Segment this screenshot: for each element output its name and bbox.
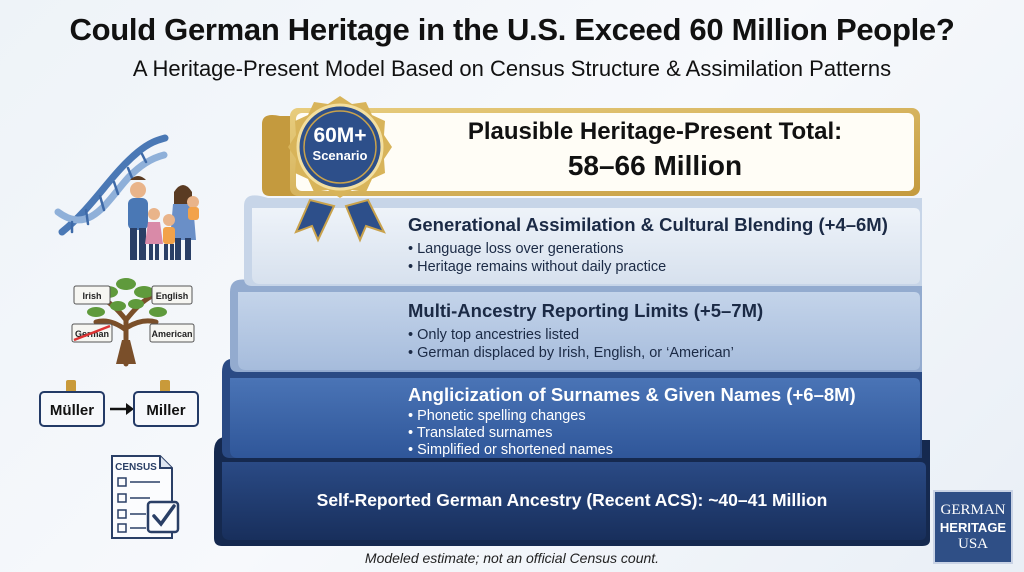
dna-helix-icon <box>54 134 169 236</box>
bullet: Phonetic spelling changes <box>408 408 856 425</box>
tier-self-reported-shape <box>214 436 930 546</box>
family-tree-icon: Irish English German American <box>71 278 195 367</box>
top-tier-text: Plausible Heritage-Present Total: 58–66 … <box>400 118 910 182</box>
logo-line3: USA <box>957 535 988 552</box>
tag-english: English <box>156 291 189 301</box>
tier-anglicization-title: Anglicization of Surnames & Given Names … <box>408 384 856 405</box>
tier-multi-ancestry-title: Multi-Ancestry Reporting Limits (+5–7M) <box>408 300 764 321</box>
page-title: Could German Heritage in the U.S. Exceed… <box>69 12 955 47</box>
badge-ribbon-icon <box>294 198 386 243</box>
strike-icon <box>73 324 111 342</box>
name-before: Müller <box>50 402 94 419</box>
page-subtitle: A Heritage-Present Model Based on Census… <box>132 56 892 81</box>
top-tier-label: Plausible Heritage-Present Total: <box>467 118 843 145</box>
tier-generational: Generational Assimilation & Cultural Ble… <box>408 214 888 276</box>
tier-top-shape <box>262 108 920 196</box>
tier-multi-ancestry-bullets: Only top ancestries listed German displa… <box>408 326 763 362</box>
census-form-icon: CENSUS <box>111 455 180 539</box>
tier-anglicization-bullets: Phonetic spelling changes Translated sur… <box>408 408 856 459</box>
tier-self-reported-title: Self-Reported German Ancestry (Recent AC… <box>316 490 828 510</box>
badge-rosette-icon <box>288 96 392 198</box>
tier-multi-ancestry: Multi-Ancestry Reporting Limits (+5–7M) … <box>408 300 763 362</box>
logo-line1: GERMAN <box>940 501 1006 518</box>
family-icon <box>128 176 199 260</box>
tier-anglicization: Anglicization of Surnames & Given Names … <box>408 384 856 459</box>
logo-line2: HERITAGE <box>939 519 1007 535</box>
bullet: Only top ancestries listed <box>408 326 763 344</box>
bullet: German displaced by Irish, English, or ‘… <box>408 344 763 362</box>
tier-self-reported: Self-Reported German Ancestry (Recent AC… <box>222 490 922 511</box>
badge-line2: Scenario <box>312 148 368 163</box>
bullet: Heritage remains without daily practice <box>408 258 888 276</box>
name-after: Miller <box>146 402 185 419</box>
tag-irish: Irish <box>82 291 101 301</box>
name-change-icon: Müller Miller <box>39 380 199 427</box>
footnote: Modeled estimate; not an official Census… <box>364 550 660 566</box>
badge-label: 60M+ Scenario <box>300 124 380 164</box>
tier-generational-title: Generational Assimilation & Cultural Ble… <box>408 214 888 235</box>
bullet: Language loss over generations <box>408 240 888 258</box>
bullet: Translated surnames <box>408 425 856 442</box>
bullet: Simplified or shortened names <box>408 442 856 459</box>
tag-american: American <box>151 329 192 339</box>
brand-logo: GERMAN HERITAGE USA <box>933 490 1013 564</box>
top-tier-value: 58–66 Million <box>567 150 743 181</box>
badge-line1: 60M+ <box>313 124 367 147</box>
tier-generational-bullets: Language loss over generations Heritage … <box>408 240 888 276</box>
form-label: CENSUS <box>115 462 157 473</box>
